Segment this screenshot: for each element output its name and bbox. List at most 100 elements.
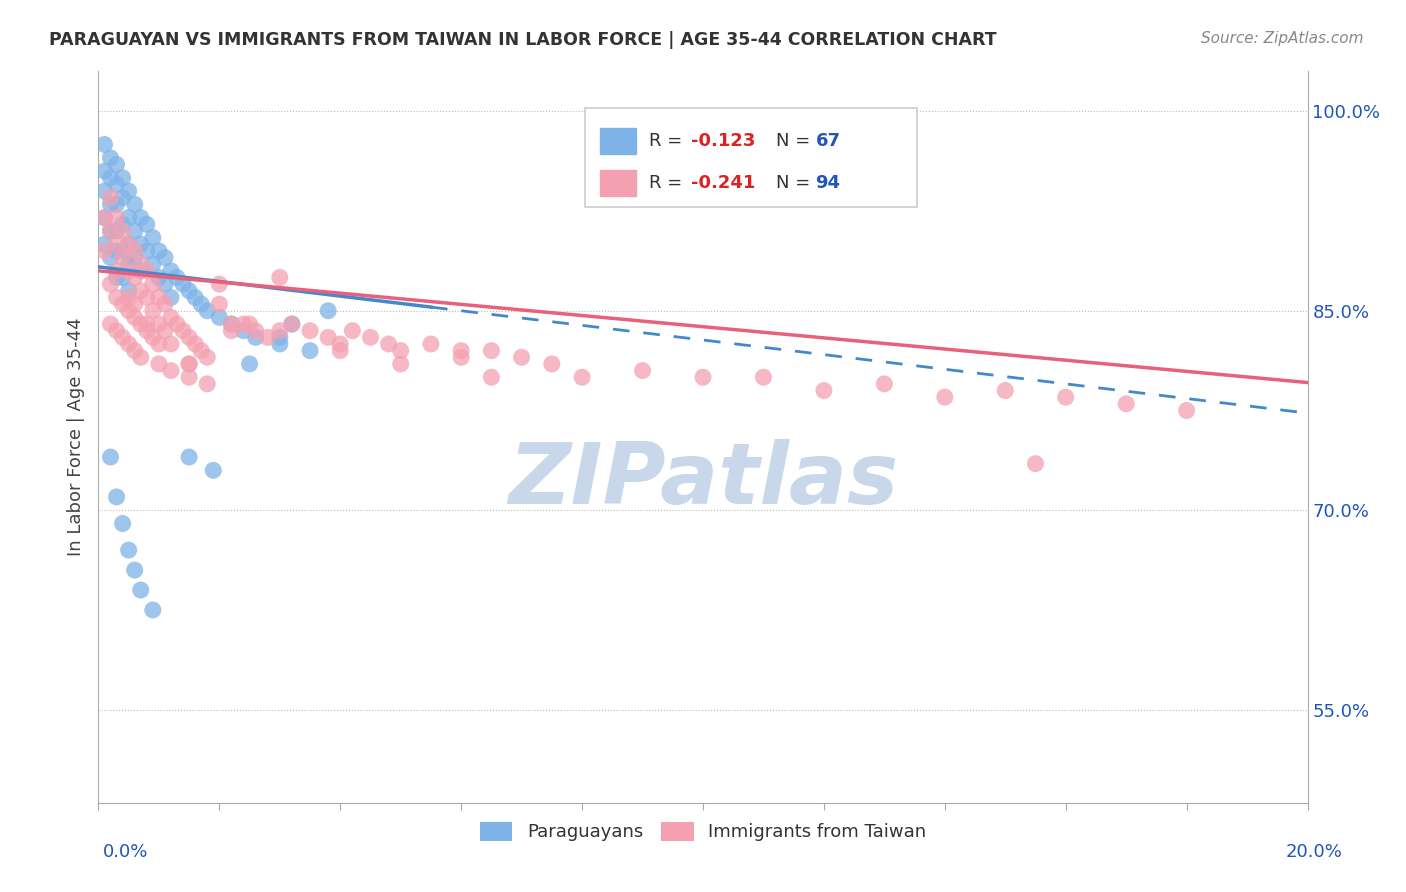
- Point: [124, 297, 146, 311]
- Text: 0.0%: 0.0%: [103, 843, 148, 861]
- Point: [148, 244, 170, 258]
- Point: [118, 211, 141, 225]
- Text: 94: 94: [815, 174, 841, 193]
- Point: [105, 224, 128, 238]
- Point: [142, 303, 165, 318]
- Point: [111, 516, 134, 531]
- Point: [153, 251, 176, 265]
- Text: Source: ZipAtlas.com: Source: ZipAtlas.com: [1201, 31, 1364, 46]
- Point: [100, 197, 122, 211]
- Point: [118, 290, 141, 304]
- Point: [93, 211, 115, 225]
- Y-axis label: In Labor Force | Age 35-44: In Labor Force | Age 35-44: [66, 318, 84, 557]
- Point: [160, 363, 183, 377]
- Point: [124, 310, 146, 325]
- Point: [118, 337, 141, 351]
- Point: [316, 330, 339, 344]
- Text: 67: 67: [815, 132, 841, 150]
- Point: [124, 563, 146, 577]
- Point: [100, 251, 122, 265]
- Point: [232, 324, 254, 338]
- Point: [135, 264, 157, 278]
- Point: [420, 337, 443, 351]
- Point: [111, 224, 134, 238]
- Point: [179, 357, 201, 371]
- Point: [135, 317, 157, 331]
- Point: [135, 217, 157, 231]
- Point: [148, 270, 170, 285]
- Point: [93, 164, 115, 178]
- Point: [105, 290, 128, 304]
- Point: [111, 217, 134, 231]
- Point: [142, 330, 165, 344]
- Text: -0.123: -0.123: [690, 132, 755, 150]
- Point: [994, 384, 1017, 398]
- Point: [111, 251, 134, 265]
- Point: [389, 357, 412, 371]
- Point: [129, 264, 152, 278]
- Point: [118, 257, 141, 271]
- Point: [179, 284, 201, 298]
- Point: [172, 277, 194, 292]
- Point: [135, 244, 157, 258]
- Point: [190, 343, 212, 358]
- Point: [481, 343, 503, 358]
- Point: [631, 363, 654, 377]
- Point: [100, 170, 122, 185]
- Point: [129, 582, 152, 597]
- Point: [208, 297, 231, 311]
- Point: [269, 270, 291, 285]
- FancyBboxPatch shape: [600, 170, 637, 196]
- Point: [105, 178, 128, 192]
- Point: [389, 343, 412, 358]
- Point: [100, 277, 122, 292]
- Point: [124, 197, 146, 211]
- Point: [153, 297, 176, 311]
- Point: [124, 343, 146, 358]
- Point: [1024, 457, 1046, 471]
- Point: [316, 303, 339, 318]
- Point: [329, 343, 352, 358]
- Point: [450, 351, 472, 365]
- Point: [221, 317, 243, 331]
- Point: [540, 357, 562, 371]
- Point: [118, 237, 141, 252]
- Point: [124, 244, 146, 258]
- Point: [179, 330, 201, 344]
- Point: [105, 197, 128, 211]
- Point: [1054, 390, 1077, 404]
- Point: [135, 324, 157, 338]
- Point: [160, 290, 183, 304]
- Point: [377, 337, 399, 351]
- Point: [93, 237, 115, 252]
- Point: [269, 330, 291, 344]
- Point: [239, 317, 262, 331]
- Point: [129, 351, 152, 365]
- Point: [105, 324, 128, 338]
- Point: [184, 337, 207, 351]
- Point: [190, 297, 212, 311]
- Point: [179, 357, 201, 371]
- Point: [100, 450, 122, 464]
- Point: [281, 317, 304, 331]
- Point: [129, 257, 152, 271]
- Point: [873, 376, 896, 391]
- Point: [1115, 397, 1137, 411]
- Point: [481, 370, 503, 384]
- Point: [195, 376, 218, 391]
- Point: [329, 337, 352, 351]
- Point: [111, 297, 134, 311]
- Legend: Paraguayans, Immigrants from Taiwan: Paraguayans, Immigrants from Taiwan: [472, 814, 934, 848]
- Point: [148, 337, 170, 351]
- Point: [813, 384, 835, 398]
- Point: [221, 317, 243, 331]
- Point: [166, 270, 188, 285]
- Point: [184, 290, 207, 304]
- Point: [269, 337, 291, 351]
- Point: [360, 330, 382, 344]
- Text: N =: N =: [776, 132, 815, 150]
- Point: [124, 270, 146, 285]
- Point: [129, 284, 152, 298]
- Point: [160, 264, 183, 278]
- Text: ZIPatlas: ZIPatlas: [508, 440, 898, 523]
